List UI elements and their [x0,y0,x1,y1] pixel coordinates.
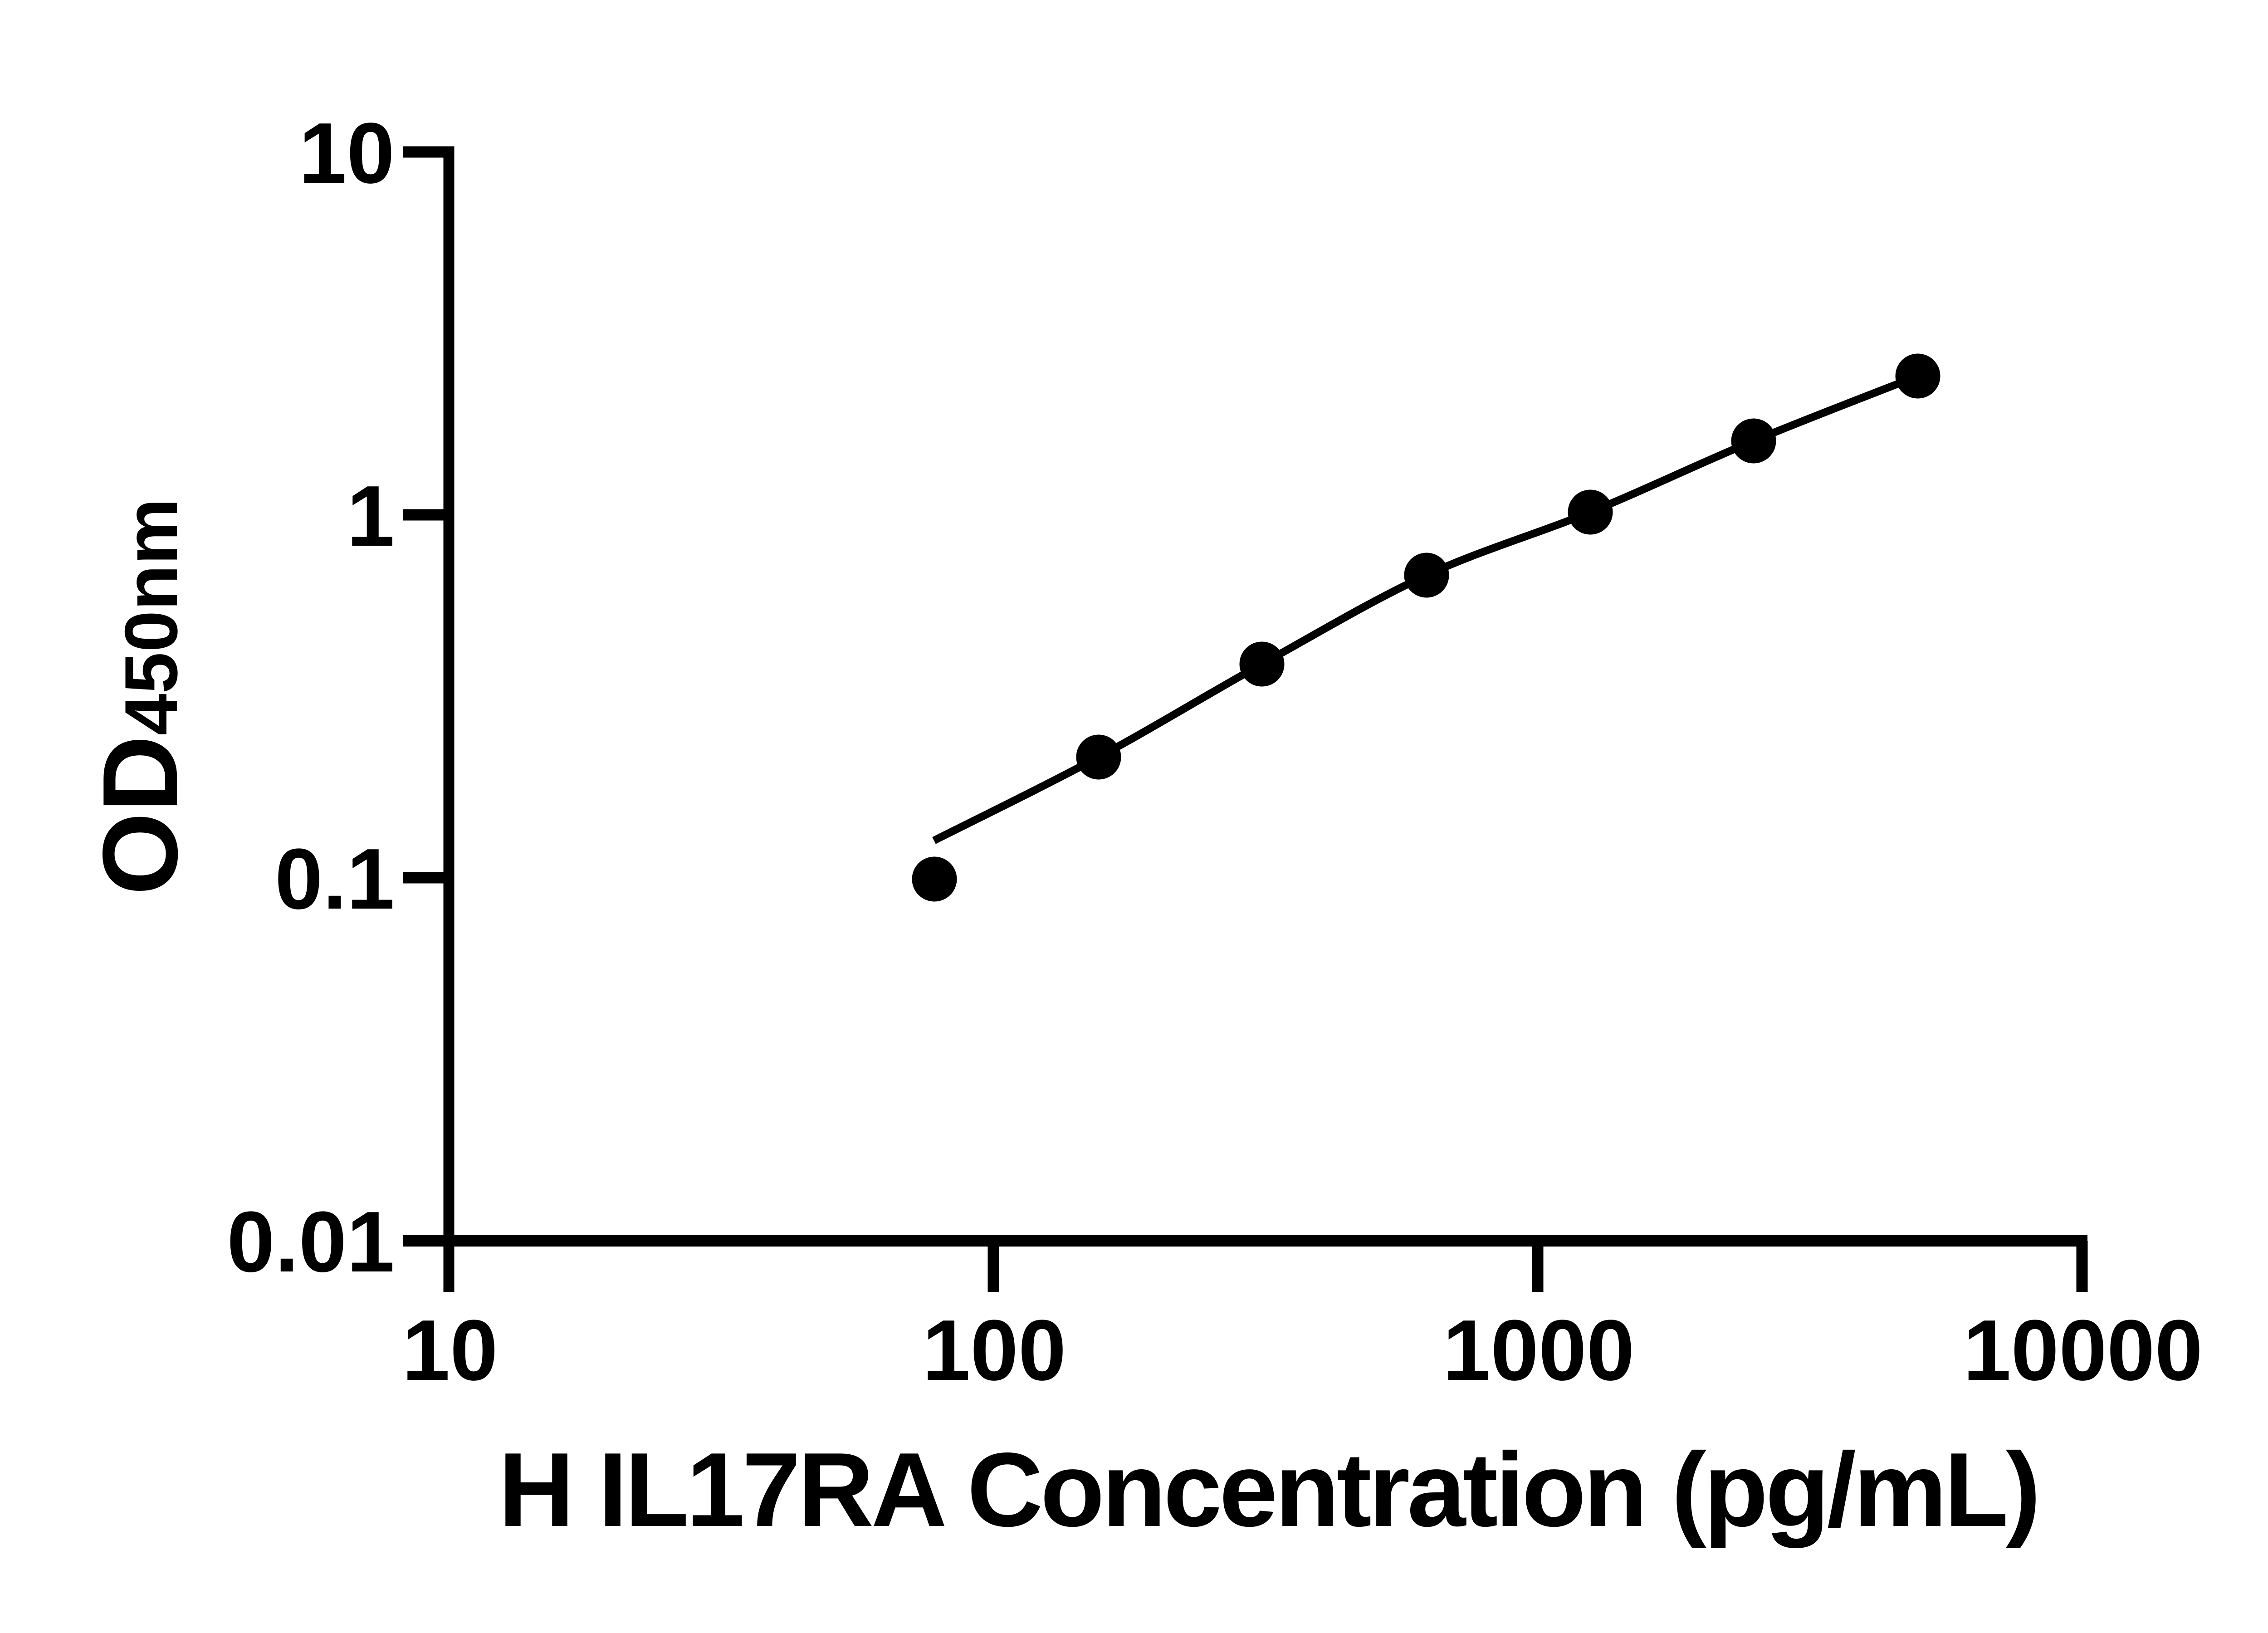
svg-text:10000: 10000 [1963,1302,2203,1398]
svg-text:10: 10 [299,105,395,201]
svg-text:10: 10 [402,1302,498,1398]
svg-text:1000: 1000 [1443,1302,1635,1398]
svg-text:100: 100 [922,1302,1066,1398]
svg-text:H IL17RA Concentration (pg/mL): H IL17RA Concentration (pg/mL) [499,1431,2038,1549]
svg-text:1: 1 [347,468,395,564]
svg-text:0.1: 0.1 [275,831,395,927]
svg-text:0.01: 0.01 [227,1194,395,1290]
svg-text:OD450nm: OD450nm [80,498,200,895]
